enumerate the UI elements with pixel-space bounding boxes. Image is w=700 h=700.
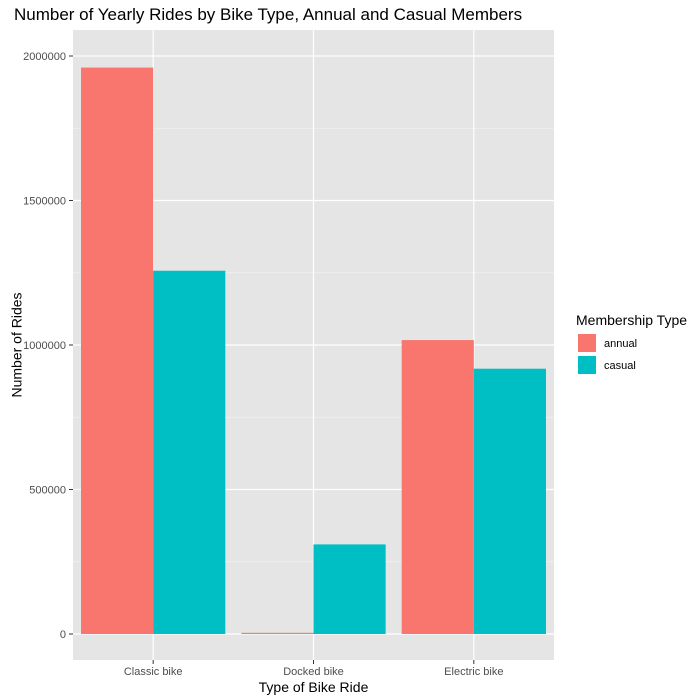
y-tick-label: 500000 xyxy=(29,484,66,496)
legend-key-casual xyxy=(578,356,596,374)
x-tick-label: Electric bike xyxy=(444,666,503,678)
legend: Membership Type annual casual xyxy=(576,312,687,374)
x-axis: Classic bike Docked bike Electric bike xyxy=(124,660,503,678)
legend-label-annual: annual xyxy=(604,338,637,350)
x-tick-label: Docked bike xyxy=(283,666,344,678)
y-axis-title: Number of Rides xyxy=(9,292,25,397)
bar-annual-classic-bike xyxy=(81,67,154,634)
y-tick-label: 1500000 xyxy=(23,196,66,208)
legend-title: Membership Type xyxy=(576,312,687,328)
bar-casual-electric-bike xyxy=(473,368,546,634)
bars xyxy=(81,67,546,634)
x-tick-label: Classic bike xyxy=(124,666,183,678)
legend-label-casual: casual xyxy=(604,360,636,372)
chart-title: Number of Yearly Rides by Bike Type, Ann… xyxy=(14,5,523,24)
bar-annual-electric-bike xyxy=(401,340,474,634)
bar-annual-docked-bike xyxy=(241,632,314,634)
y-tick-label: 1000000 xyxy=(23,340,66,352)
bar-casual-classic-bike xyxy=(153,270,226,634)
bar-casual-docked-bike xyxy=(313,544,386,634)
y-tick-label: 0 xyxy=(60,629,66,641)
legend-key-annual xyxy=(578,334,596,352)
y-tick-label: 2000000 xyxy=(23,51,66,63)
x-axis-title: Type of Bike Ride xyxy=(259,679,369,695)
y-axis: 0 500000 1000000 1500000 2000000 xyxy=(23,51,73,641)
